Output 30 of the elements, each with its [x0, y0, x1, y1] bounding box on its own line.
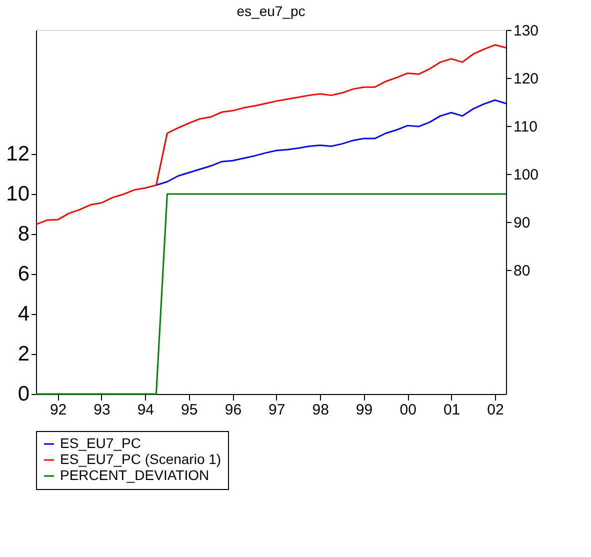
- x-tick-label: 99: [356, 402, 373, 418]
- x-tick-label: 02: [487, 402, 504, 418]
- x-tick-label: 01: [443, 402, 460, 418]
- line-series: [155, 99, 507, 186]
- y2-tick-label: 120: [514, 70, 539, 88]
- y2-tick-label: 110: [514, 118, 538, 136]
- y2-tick-label: 80: [514, 262, 530, 280]
- y-tick-label: 8: [18, 222, 30, 246]
- y-tick-label: 0: [18, 382, 30, 406]
- legend-label: PERCENT_DEVIATION: [60, 467, 210, 483]
- y2-tick-label: 130: [514, 22, 539, 40]
- y-tick-label: 10: [6, 182, 30, 206]
- y-tick-label: 12: [6, 142, 30, 166]
- x-tick-label: 97: [268, 402, 286, 418]
- x-tick-label: 98: [312, 402, 329, 418]
- legend-label: ES_EU7_PC: [60, 435, 141, 451]
- x-tick-label: 96: [224, 402, 242, 418]
- y-tick-label: 6: [18, 262, 30, 286]
- y2-tick-label: 100: [514, 166, 539, 184]
- y-tick-label: 4: [18, 302, 30, 326]
- y2-tick-label: 90: [514, 214, 530, 232]
- x-tick-label: 95: [181, 402, 198, 418]
- chart-title: es_eu7_pc: [236, 3, 306, 19]
- x-tick-label: 92: [50, 402, 67, 418]
- x-tick-label: 93: [94, 402, 110, 418]
- x-tick-label: 94: [137, 402, 154, 418]
- line-series: [35, 44, 507, 226]
- y-tick-label: 2: [18, 342, 30, 366]
- x-tick-label: 00: [400, 402, 416, 418]
- legend-label: ES_EU7_PC (Scenario 1): [60, 451, 222, 467]
